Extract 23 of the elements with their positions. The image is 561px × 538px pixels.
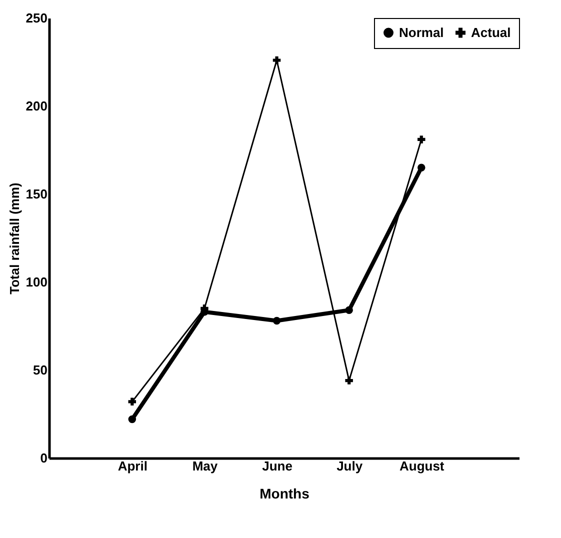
x-tick-label: June: [262, 458, 292, 474]
x-tick-label: April: [118, 458, 148, 474]
y-tick-label: 250: [26, 10, 48, 26]
x-tick-label: August: [399, 458, 445, 474]
y-axis-title: Total rainfall (mm): [6, 182, 22, 294]
point: [418, 136, 426, 144]
y-tick-label: 0: [40, 450, 48, 466]
x-tick-label: July: [336, 458, 364, 474]
point: [345, 376, 353, 384]
point: [128, 415, 136, 424]
y-tick-label: 100: [26, 274, 48, 290]
legend-label: Normal: [399, 24, 444, 40]
point: [272, 56, 281, 64]
point: [272, 316, 281, 325]
legend-label: Actual: [471, 24, 511, 40]
y-tick-label: 200: [26, 98, 48, 114]
point: [418, 164, 426, 172]
point: [345, 306, 353, 314]
x-tick-label: May: [192, 458, 218, 474]
y-tick-label: 50: [33, 362, 48, 378]
x-axis-title: Months: [260, 486, 310, 502]
point: [128, 398, 136, 406]
y-tick-label: 150: [26, 186, 48, 202]
